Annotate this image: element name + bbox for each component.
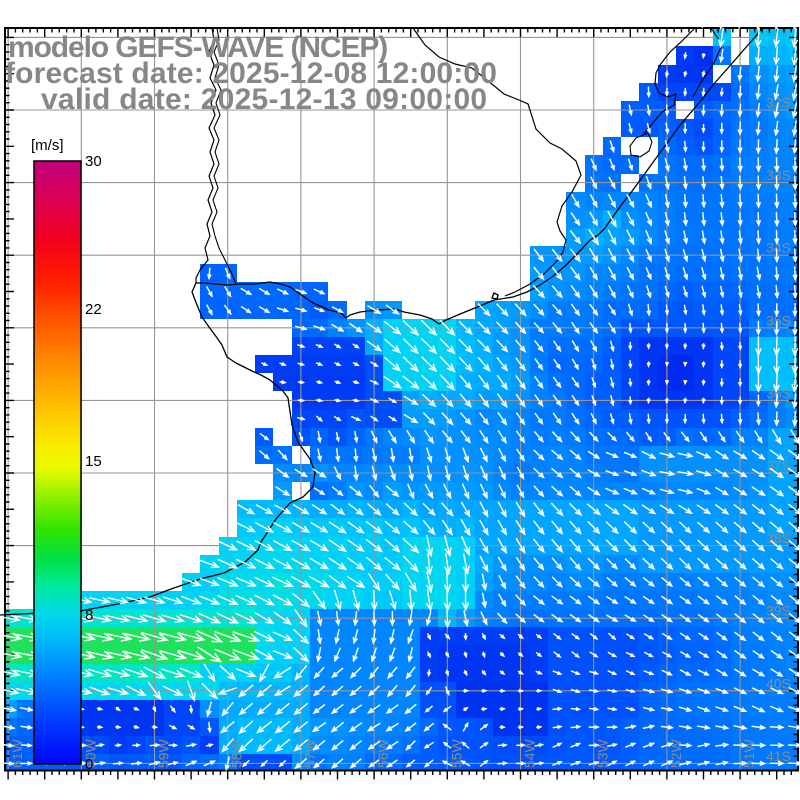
svg-text:modelo GEFS-WAVE (NCEP): modelo GEFS-WAVE (NCEP)	[8, 31, 387, 64]
svg-text:forecast date: 2025-12-08 12:0: forecast date: 2025-12-08 12:00:00	[5, 57, 497, 90]
svg-text:30: 30	[85, 153, 102, 170]
svg-text:40S: 40S	[766, 675, 791, 691]
svg-text:39S: 39S	[766, 603, 791, 619]
svg-text:15: 15	[85, 453, 102, 470]
svg-text:8: 8	[85, 607, 93, 624]
svg-text:58W: 58W	[229, 738, 245, 768]
svg-text:36S: 36S	[766, 385, 791, 401]
svg-text:54W: 54W	[522, 738, 538, 768]
svg-text:0: 0	[85, 756, 93, 773]
svg-text:33S: 33S	[766, 167, 791, 183]
svg-text:valid date: 2025-12-13 09:00:0: valid date: 2025-12-13 09:00:00	[41, 83, 487, 116]
svg-text:32S: 32S	[766, 95, 791, 111]
svg-text:38S: 38S	[766, 530, 791, 546]
svg-text:59W: 59W	[156, 738, 172, 768]
svg-text:37S: 37S	[766, 458, 791, 474]
svg-text:[m/s]: [m/s]	[31, 137, 64, 154]
svg-text:41S: 41S	[766, 748, 791, 764]
svg-text:22: 22	[85, 301, 102, 318]
svg-text:35S: 35S	[766, 312, 791, 328]
svg-text:53W: 53W	[595, 738, 611, 768]
svg-text:57W: 57W	[302, 738, 318, 768]
svg-text:34S: 34S	[766, 240, 791, 256]
svg-text:55W: 55W	[448, 738, 464, 768]
